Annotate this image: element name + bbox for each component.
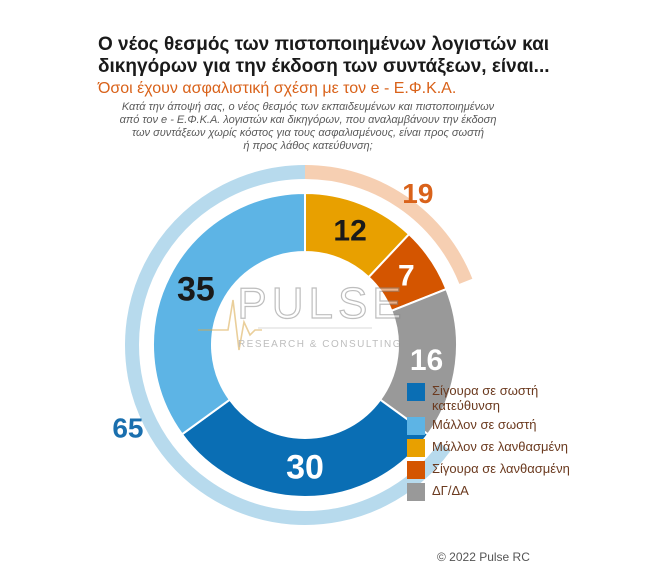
question-note: Κατά την άποψή σας, ο νέος θεσμός των εκ… — [98, 101, 518, 153]
donut-slices — [152, 191, 458, 498]
chart-title-line-1: Ο νέος θεσμός των πιστοποιημένων λογιστώ… — [98, 34, 550, 55]
legend-label: Μάλλον σε σωστή — [432, 417, 537, 432]
legend-swatch — [407, 439, 425, 457]
question-note-line-2: από τον e - Ε.Φ.Κ.Α. λογιστών και δικηγό… — [119, 114, 497, 126]
group-total-label: 65 — [112, 413, 143, 444]
question-note-line-4: ή προς λάθος κατεύθυνση; — [243, 140, 373, 152]
legend-swatch — [407, 461, 425, 479]
legend-swatch — [407, 417, 425, 435]
legend-item: Σίγουρα σε σωστή κατεύθυνση — [407, 383, 582, 413]
slice-value-label: 16 — [410, 344, 443, 377]
donut-slice — [180, 398, 430, 498]
group-arc — [125, 165, 451, 525]
heartbeat-line — [198, 299, 262, 351]
question-note-line-1: Κατά την άποψή σας, ο νέος θεσμός των εκ… — [121, 101, 495, 113]
chart-subtitle: Όσοι έχουν ασφαλιστική σχέση με τον e - … — [98, 80, 457, 97]
legend-item: Μάλλον σε σωστή — [407, 417, 582, 435]
slice-labels: 12 7 16 30 35 — [177, 215, 443, 487]
group-arcs — [125, 165, 473, 525]
watermark-name: PULSE — [237, 279, 406, 328]
watermark-tagline: RESEARCH & CONSULTING — [238, 339, 402, 350]
donut-slice — [152, 191, 306, 436]
group-total-label: 19 — [402, 178, 433, 209]
legend-item: ΔΓ/ΔΑ — [407, 483, 582, 501]
slice-value-label: 12 — [333, 215, 366, 248]
copyright-credit: © 2022 Pulse RC — [437, 550, 530, 564]
pulse-watermark-logo: PULSE RESEARCH & CONSULTING — [198, 278, 406, 351]
group-arc — [304, 165, 473, 284]
legend-label: ΔΓ/ΔΑ — [432, 483, 469, 498]
slice-value-label: 7 — [398, 260, 415, 293]
legend-swatch — [407, 483, 425, 501]
legend-label: Μάλλον σε λανθασμένη — [432, 439, 569, 454]
question-note-line-3: των συντάξεων χωρίς κόστος για τους ασφα… — [132, 127, 484, 139]
legend-swatch — [407, 383, 425, 401]
slice-value-label: 30 — [286, 449, 324, 487]
legend-label: Σίγουρα σε σωστή κατεύθυνση — [432, 383, 539, 413]
legend-item: Μάλλον σε λανθασμένη — [407, 439, 582, 457]
chart-title: Ο νέος θεσμός των πιστοποιημένων λογιστώ… — [98, 34, 568, 78]
legend-item: Σίγουρα σε λανθασμένη — [407, 461, 582, 479]
chart-title-line-2: δικηγόρων για την έκδοση των συντάξεων, … — [98, 56, 550, 77]
chart-legend: Σίγουρα σε σωστή κατεύθυνση Μάλλον σε σω… — [407, 383, 582, 505]
legend-label: Σίγουρα σε λανθασμένη — [432, 461, 570, 476]
slice-value-label: 35 — [177, 270, 215, 308]
